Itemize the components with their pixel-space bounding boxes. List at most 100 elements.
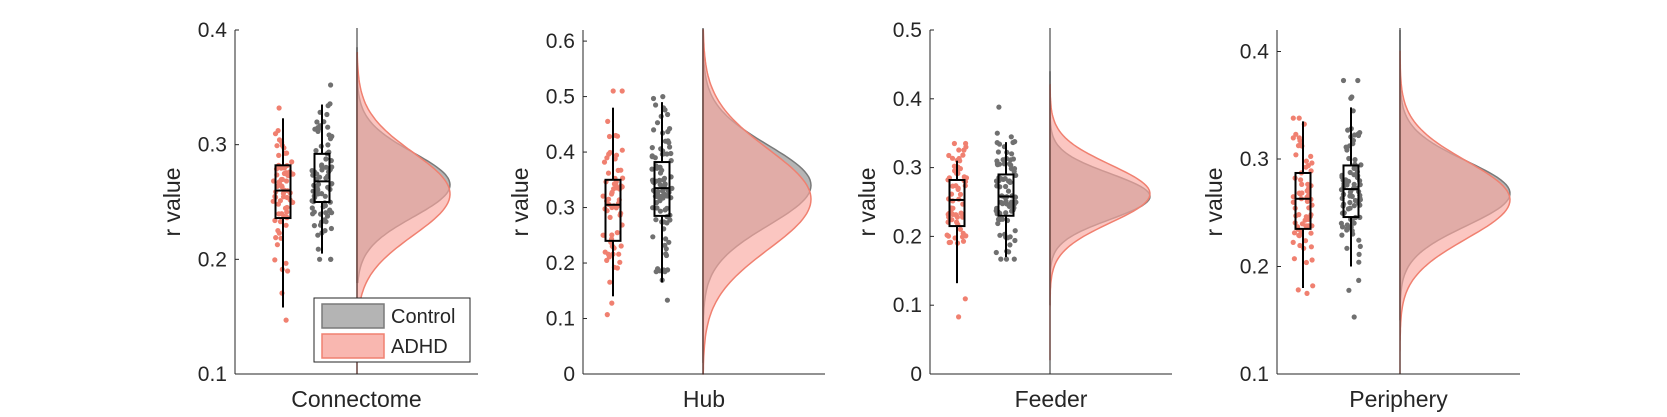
data-point-control	[1007, 157, 1014, 163]
data-point-control	[997, 232, 1003, 238]
y-tick-label: 0.2	[198, 248, 227, 271]
data-point-control	[1352, 157, 1358, 163]
data-point-adhd	[606, 196, 612, 202]
data-point-control	[1009, 151, 1015, 157]
data-point-adhd	[1303, 158, 1309, 164]
data-point-control	[1006, 203, 1013, 209]
data-point-adhd	[1290, 239, 1296, 245]
data-point-control	[663, 252, 670, 259]
y-tick-label: 0.4	[546, 141, 576, 164]
data-point-control	[662, 242, 668, 248]
data-point-control	[1012, 228, 1018, 234]
x-axis-label: Feeder	[1015, 386, 1088, 412]
x-axis-label: Periphery	[1349, 386, 1448, 412]
data-point-control	[1006, 249, 1012, 255]
data-point-adhd	[1296, 115, 1302, 121]
data-point-control	[322, 193, 328, 199]
data-point-control	[665, 111, 671, 118]
data-point-control	[323, 164, 329, 170]
data-point-control	[312, 126, 318, 132]
data-point-control	[1339, 232, 1345, 238]
y-tick-label: 0.4	[1240, 41, 1270, 64]
y-tick-label: 0.3	[893, 157, 922, 180]
data-point-adhd	[610, 88, 616, 94]
data-point-control	[663, 236, 669, 242]
data-point-adhd	[613, 181, 619, 188]
data-point-adhd	[950, 183, 956, 189]
data-point-control	[996, 104, 1002, 110]
data-point-control	[1007, 242, 1013, 248]
data-point-control	[654, 205, 660, 211]
data-point-control	[996, 141, 1003, 147]
data-point-control	[995, 220, 1001, 227]
data-point-control	[655, 189, 661, 195]
data-point-adhd	[954, 213, 960, 219]
legend: Control ADHD	[313, 297, 471, 363]
data-point-control	[323, 210, 329, 216]
data-point-control	[1347, 169, 1353, 176]
data-point-adhd	[290, 171, 296, 177]
data-point-control	[1003, 183, 1009, 190]
data-point-control	[1003, 210, 1009, 216]
data-point-control	[999, 201, 1006, 207]
data-point-adhd	[1302, 238, 1309, 244]
density-adhd	[1399, 50, 1511, 374]
data-point-control	[665, 129, 671, 135]
data-point-adhd	[607, 214, 613, 220]
y-tick-label: 0.4	[198, 19, 228, 42]
data-point-control	[1005, 188, 1012, 194]
data-point-adhd	[961, 174, 967, 180]
data-point-adhd	[960, 238, 967, 244]
data-point-control	[1355, 131, 1361, 137]
data-point-adhd	[1293, 152, 1299, 158]
legend-label-control: Control	[391, 306, 455, 328]
data-point-control	[1011, 256, 1017, 262]
box-adhd	[604, 178, 622, 242]
data-point-adhd	[1297, 242, 1303, 249]
data-point-control	[994, 130, 1000, 136]
data-point-control	[662, 269, 668, 275]
data-point-control	[1347, 189, 1353, 195]
data-point-adhd	[962, 296, 968, 302]
y-axis-label: r value	[159, 167, 185, 236]
data-point-adhd	[277, 219, 284, 225]
y-tick-label: 0.2	[546, 252, 575, 275]
data-point-control	[669, 185, 675, 191]
data-point-adhd	[600, 232, 606, 238]
y-tick-label: 0.1	[893, 294, 922, 317]
data-point-adhd	[276, 180, 282, 186]
data-point-control	[662, 181, 668, 187]
data-point-control	[649, 154, 655, 160]
data-point-control	[1356, 251, 1362, 257]
data-point-control	[328, 82, 334, 88]
data-point-adhd	[951, 163, 958, 169]
data-point-adhd	[613, 132, 619, 139]
data-point-control	[651, 127, 657, 133]
data-point-adhd	[272, 131, 279, 137]
data-point-control	[1358, 162, 1364, 168]
data-point-adhd	[1291, 256, 1297, 262]
data-point-control	[661, 175, 668, 181]
data-point-control	[1340, 77, 1347, 84]
legend-label-adhd: ADHD	[391, 336, 448, 358]
data-point-control	[1344, 245, 1350, 251]
data-point-control	[1008, 134, 1014, 140]
density-adhd	[1049, 83, 1151, 361]
y-tick-label: 0.4	[893, 88, 923, 111]
data-point-adhd	[605, 118, 611, 124]
box-control	[313, 152, 331, 203]
data-point-adhd	[601, 159, 608, 165]
data-point-control	[1347, 205, 1353, 211]
data-point-control	[325, 142, 331, 148]
box-adhd	[274, 164, 292, 220]
data-point-control	[319, 163, 325, 169]
data-point-adhd	[956, 314, 962, 320]
data-point-control	[994, 161, 1001, 167]
data-point-control	[658, 193, 664, 200]
data-point-control	[998, 256, 1004, 262]
data-point-adhd	[606, 133, 613, 140]
x-axis-label: Hub	[683, 386, 725, 412]
data-point-control	[323, 219, 329, 225]
data-point-control	[311, 223, 317, 229]
